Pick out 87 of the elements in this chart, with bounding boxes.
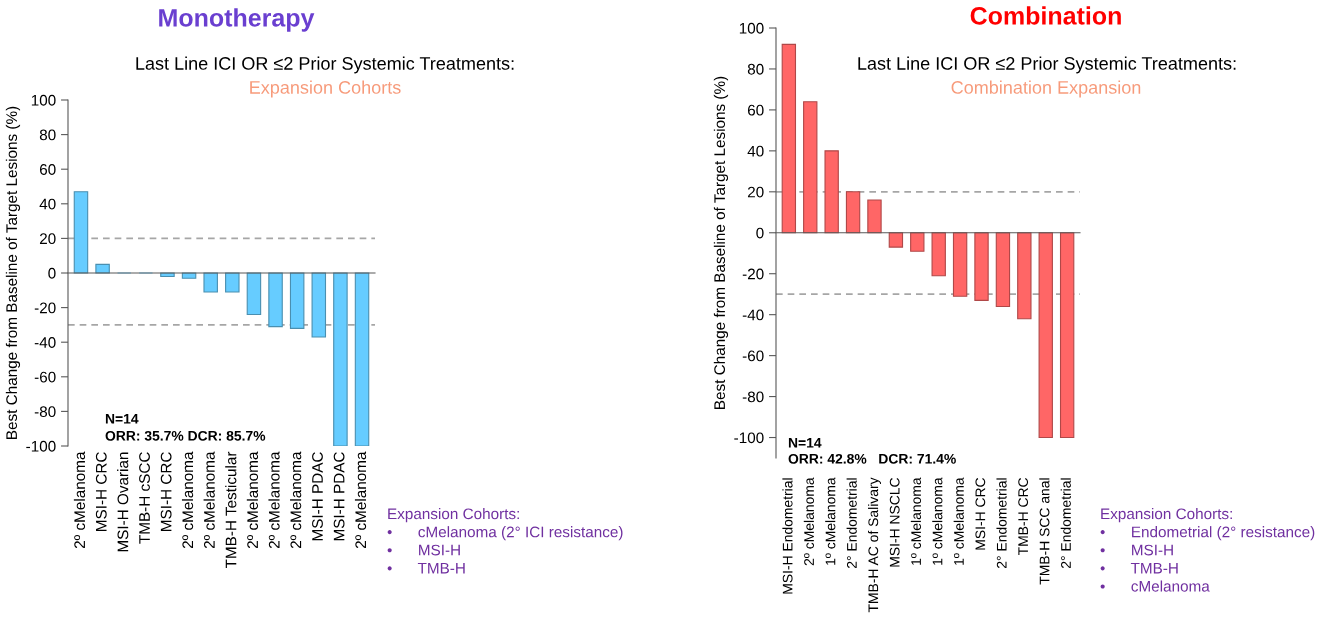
y-tick-label: -60 xyxy=(34,371,56,383)
bar xyxy=(311,272,327,338)
y-tick-label: 20 xyxy=(747,186,764,198)
bar xyxy=(1017,232,1032,320)
x-tick-label: MSI-H CRC xyxy=(95,452,107,531)
y-tick-label: -20 xyxy=(742,268,764,280)
x-tick-label: 2º cMelanoma xyxy=(73,451,86,549)
bar xyxy=(246,272,262,316)
y-tick-label: 0 xyxy=(756,227,764,239)
bar xyxy=(1038,232,1053,439)
y-axis-title: Best Change from Baseline of Target Lesions (%) xyxy=(713,76,729,409)
bar xyxy=(203,272,218,293)
bar xyxy=(289,272,305,329)
annotation: N=14 xyxy=(105,414,139,424)
bar xyxy=(824,150,839,234)
x-tick-label: 2º cMelanoma xyxy=(268,451,280,549)
x-tick-label: TMB-H cSCC xyxy=(139,452,150,544)
bar xyxy=(867,199,882,234)
x-tick-label: 2º cMelanoma xyxy=(354,451,367,549)
x-tick-label: MSI-H NSCLC xyxy=(889,477,900,567)
bar xyxy=(952,232,968,297)
chart-subtitle: Last Line ICI OR ≤2 Prior Systemic Treatments: xyxy=(136,56,514,74)
annotation: Combination Expansion xyxy=(951,80,1141,98)
annotation: ORR: 35.7% DCR: 85.7% xyxy=(105,430,266,441)
x-tick-label: MSI-H Ovarian xyxy=(117,452,129,552)
bar xyxy=(73,191,89,274)
y-tick-label: 80 xyxy=(39,129,56,141)
y-axis-title: Best Change from Baseline of Target Lesions (%) xyxy=(5,106,21,439)
chart-title: Combination xyxy=(970,6,1121,25)
x-tick-label: MSI-H CRC xyxy=(975,477,986,550)
x-tick-label: 1º cMelanoma xyxy=(953,477,964,565)
y-tick-label: 80 xyxy=(747,63,764,75)
x-tick-label: TMB-H SCC anal xyxy=(1039,478,1050,585)
chart-title: Monotherapy xyxy=(159,8,315,32)
bar xyxy=(845,191,861,234)
bar xyxy=(974,232,989,301)
y-tick-label: 100 xyxy=(739,22,764,34)
bar xyxy=(268,272,283,328)
bar xyxy=(888,232,904,248)
y-tick-label: -80 xyxy=(34,406,56,418)
y-tick-label: -60 xyxy=(742,350,764,362)
x-tick-label: MSI-H PDAC xyxy=(333,452,345,541)
x-tick-label: MSI-H Endometrial xyxy=(782,478,793,594)
x-tick-label: 2º cMelanoma xyxy=(290,451,302,549)
x-tick-label: 1º cMelanoma xyxy=(825,477,836,565)
x-tick-label: 2º cMelanoma xyxy=(203,451,215,549)
x-tick-label: MSI-H CRC xyxy=(160,452,172,531)
x-tick-label: 2º cMelanoma xyxy=(181,451,194,549)
x-tick-label: 2º cMelanoma xyxy=(803,477,814,566)
y-tick-label: 100 xyxy=(31,94,56,106)
y-tick-label: -40 xyxy=(34,337,56,348)
x-tick-label: 1º cMelanoma xyxy=(910,477,922,565)
y-tick-label: 40 xyxy=(747,145,764,157)
y-tick-label: -80 xyxy=(742,391,764,403)
x-tick-label: 2° Endometrial xyxy=(1060,478,1071,568)
x-tick-label: 2º cMelanoma xyxy=(246,451,259,549)
y-tick-label: 40 xyxy=(39,198,56,210)
bar xyxy=(225,272,240,293)
y-tick-label: -100 xyxy=(26,440,56,452)
text: Expansion Cohorts: • Endometrial (2° resistance) • MSI-H • TMB-H • cMelanoma xyxy=(1100,508,1315,592)
bar xyxy=(333,272,348,446)
y-tick-label: 20 xyxy=(39,233,56,245)
bar xyxy=(910,232,925,252)
y-tick-label: -40 xyxy=(742,309,764,321)
x-tick-label: TMB-H CRC xyxy=(1018,477,1029,556)
bar xyxy=(995,232,1011,308)
annotation: N=14 xyxy=(788,438,822,448)
x-tick-label: 2° Endometrial xyxy=(996,478,1007,568)
text: Expansion Cohorts xyxy=(250,80,401,98)
x-tick-label: 2° Endometrial xyxy=(846,478,857,568)
y-tick-label: 60 xyxy=(747,104,764,116)
bar xyxy=(781,43,797,234)
y-tick-label: -100 xyxy=(734,432,764,444)
x-tick-label: 1º cMelanoma xyxy=(932,477,943,565)
x-tick-label: TMB-H AC of Salivary xyxy=(868,477,881,613)
bar xyxy=(1059,232,1075,439)
annotation: ORR: 42.8% DCR: 71.4% xyxy=(788,453,956,464)
text: Expansion Cohorts: • cMelanoma (2° ICI resistance) • MSI-H • TMB-H xyxy=(387,508,623,574)
bar xyxy=(931,232,946,277)
bar xyxy=(354,272,370,446)
x-tick-label: MSI-H PDAC xyxy=(312,452,323,541)
y-tick-label: -20 xyxy=(34,302,56,314)
text: Last Line ICI OR ≤2 Prior Systemic Treatments: xyxy=(858,56,1236,74)
y-tick-label: 60 xyxy=(39,164,56,175)
y-tick-label: 0 xyxy=(48,267,56,279)
bar xyxy=(803,101,818,234)
x-tick-label: TMB-H Testicular xyxy=(225,451,237,569)
